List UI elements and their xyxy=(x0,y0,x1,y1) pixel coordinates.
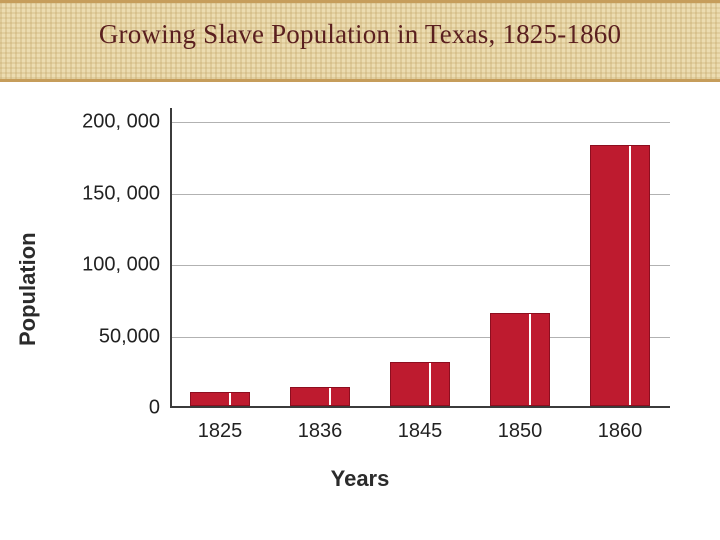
gridline xyxy=(170,122,670,123)
bar xyxy=(290,387,350,406)
x-tick-label: 1836 xyxy=(298,408,343,443)
x-axis-label: Years xyxy=(40,466,680,492)
bar-highlight xyxy=(229,393,231,405)
bar xyxy=(390,362,450,406)
x-tick-label: 1845 xyxy=(398,408,443,443)
y-axis-line xyxy=(170,108,172,408)
chart-plot-area: 050,000100, 000150, 000200, 000182518361… xyxy=(170,108,670,408)
y-tick-label: 200, 000 xyxy=(82,111,170,134)
y-axis-label: Population xyxy=(15,232,41,346)
y-tick-label: 50,000 xyxy=(99,325,170,348)
bar-highlight xyxy=(629,146,631,405)
bar xyxy=(490,313,550,406)
page-title: Growing Slave Population in Texas, 1825-… xyxy=(0,19,720,50)
header-banner: Growing Slave Population in Texas, 1825-… xyxy=(0,0,720,82)
x-tick-label: 1825 xyxy=(198,408,243,443)
bar-highlight xyxy=(429,363,431,405)
bar xyxy=(190,392,250,406)
y-tick-label: 150, 000 xyxy=(82,182,170,205)
x-tick-label: 1860 xyxy=(598,408,643,443)
bar xyxy=(590,145,650,406)
plot-inner xyxy=(170,108,670,408)
y-tick-label: 0 xyxy=(149,397,170,420)
y-tick-label: 100, 000 xyxy=(82,254,170,277)
bar-highlight xyxy=(329,388,331,405)
bar-highlight xyxy=(529,314,531,405)
chart-container: Population 050,000100, 000150, 000200, 0… xyxy=(40,108,680,486)
x-tick-label: 1850 xyxy=(498,408,543,443)
